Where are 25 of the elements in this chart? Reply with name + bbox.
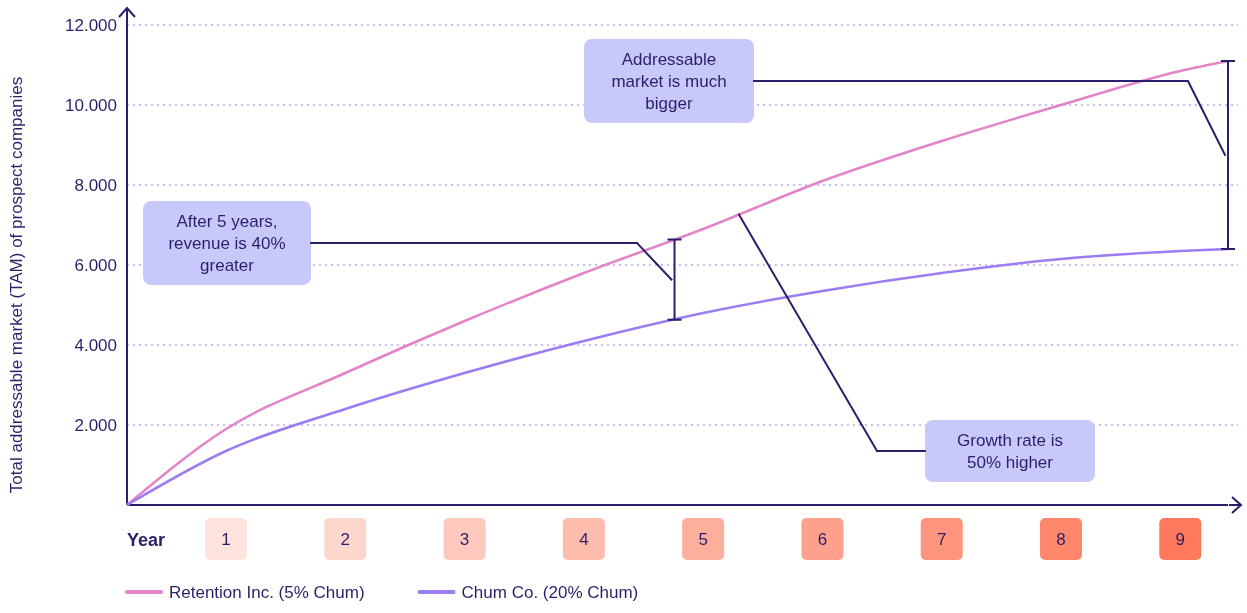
y-axis-title: Total addressable market (TAM) of prospect companies	[7, 76, 26, 494]
x-axis-title: Year	[127, 530, 166, 550]
x-tick-label: 4	[579, 530, 589, 549]
x-tick-label: 7	[936, 530, 947, 549]
y-tick-label: 6.000	[74, 255, 117, 275]
annotation: Growth rate is 50% higher	[957, 431, 1063, 472]
y-tick-label: 2.000	[74, 415, 117, 435]
x-tick-label: 8	[1056, 530, 1066, 549]
x-tick-label: 9	[1175, 530, 1186, 549]
x-tick-label: 6	[817, 530, 828, 549]
x-tick-label: 2	[340, 530, 351, 549]
legend-label: Chum Co. (20% Chum)	[461, 583, 639, 602]
y-tick-label: 8.000	[74, 175, 117, 195]
callout-box: After 5 years, revenue is 40% greater	[143, 201, 311, 285]
annotation: Addressable market is much bigger	[611, 50, 727, 113]
y-tick-label: 4.000	[74, 335, 117, 355]
y-tick-label: 12.000	[65, 15, 117, 35]
callout-box: Addressable market is much bigger	[584, 39, 754, 123]
x-tick-label: 1	[221, 530, 231, 549]
y-tick-label: 10.000	[65, 95, 117, 115]
legend-label: Retention Inc. (5% Chum)	[169, 583, 365, 602]
callout-box: Growth rate is 50% higher	[925, 420, 1095, 482]
x-tick-label: 5	[698, 530, 708, 549]
annotation: After 5 years, revenue is 40% greater	[168, 212, 286, 275]
x-tick-label: 3	[459, 530, 470, 549]
